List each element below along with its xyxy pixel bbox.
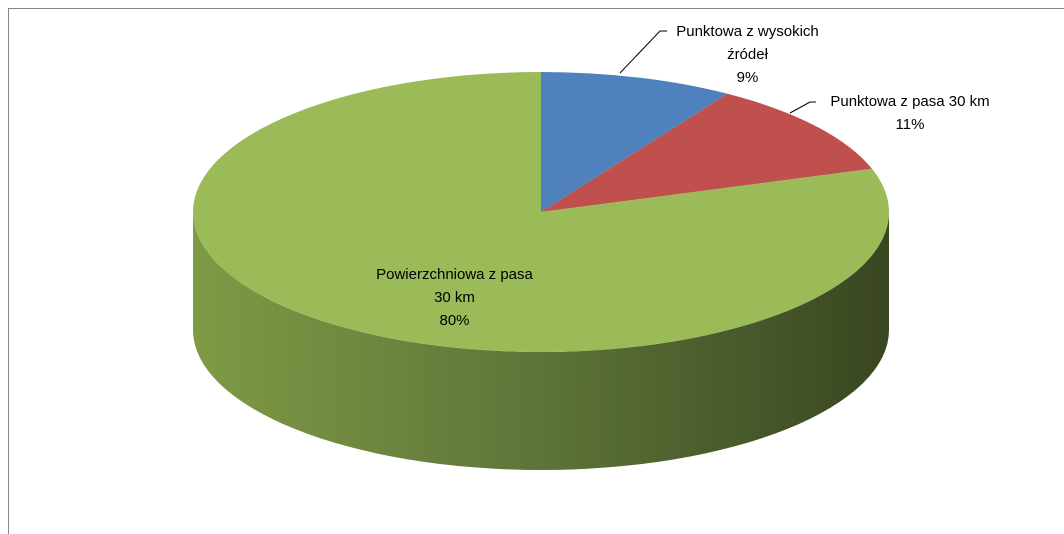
leader-line: [619, 30, 667, 74]
data-label: Powierzchniowa z pasa 30 km 80%: [367, 263, 542, 332]
data-label: Punktowa z wysokich źródeł 9%: [665, 20, 830, 89]
label-name: Punktowa z pasa 30 km: [830, 93, 990, 110]
label-name: Powierzchniowa z pasa 30 km: [376, 266, 533, 306]
label-value: 80%: [439, 312, 470, 329]
leader-line: [789, 101, 816, 114]
label-name: Punktowa z wysokich źródeł: [676, 23, 819, 63]
data-label: Punktowa z pasa 30 km 11%: [810, 90, 1010, 136]
pie-slice: [541, 72, 728, 212]
label-value: 9%: [736, 69, 759, 86]
chart-border: [8, 8, 1064, 534]
pie-side: [193, 212, 889, 470]
pie-slice: [541, 93, 872, 212]
label-value: 11%: [895, 116, 925, 133]
pie-slice: [192, 72, 890, 353]
